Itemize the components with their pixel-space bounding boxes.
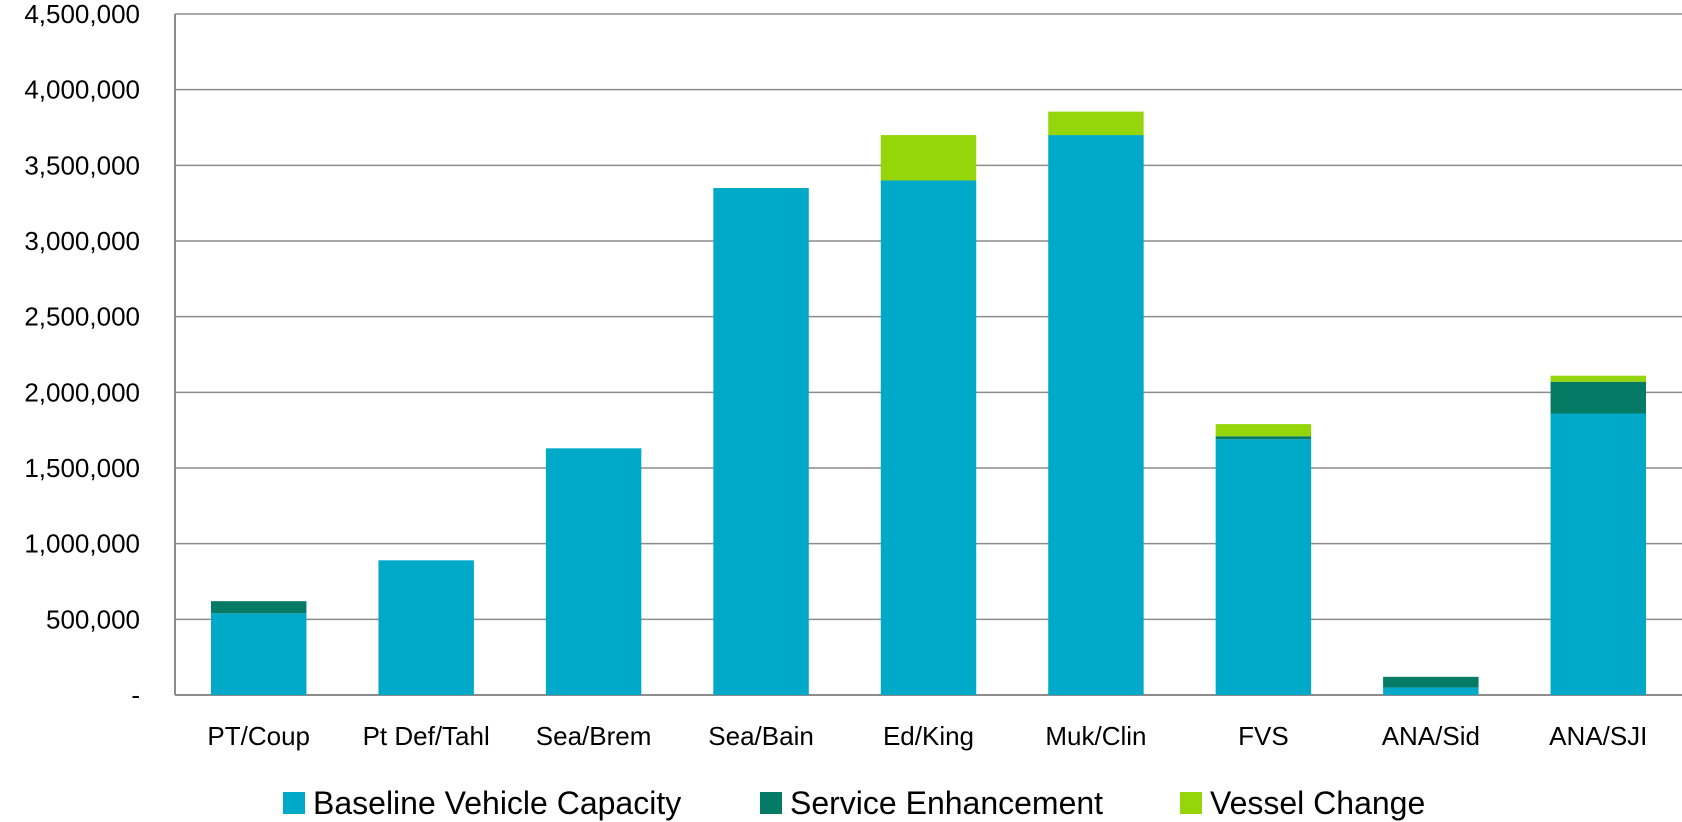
bar-segment-service-enhancement-8 — [1550, 381, 1646, 414]
x-tick-label: ANA/Sid — [1382, 721, 1480, 751]
y-tick-label: 2,500,000 — [24, 302, 140, 332]
bar-segment-vessel-change-4 — [880, 135, 977, 181]
y-tick-label: 3,000,000 — [24, 226, 140, 256]
y-tick-label: 4,000,000 — [24, 75, 140, 105]
legend-label: Baseline Vehicle Capacity — [313, 785, 681, 821]
y-tick-label: 4,500,000 — [24, 0, 140, 29]
bar-segment-service-enhancement-0 — [211, 601, 307, 614]
x-tick-label: Sea/Bain — [708, 721, 814, 751]
legend-swatch — [1180, 792, 1202, 814]
bar-segment-vessel-change-5 — [1048, 111, 1144, 136]
x-tick-label: Sea/Brem — [536, 721, 652, 751]
x-tick-label: ANA/SJI — [1549, 721, 1647, 751]
bar-segment-baseline-4 — [880, 180, 977, 695]
legend-label: Service Enhancement — [790, 785, 1103, 821]
legend-label: Vessel Change — [1210, 785, 1425, 821]
y-tick-label: 500,000 — [46, 604, 140, 634]
bar-segment-baseline-2 — [545, 448, 642, 695]
y-axis-tick-labels: - 500,000 1,000,000 1,500,000 2,000,000 2,500… — [24, 0, 140, 710]
x-tick-label: Muk/Clin — [1045, 721, 1146, 751]
x-tick-label: Pt Def/Tahl — [363, 721, 490, 751]
bar-segment-service-enhancement-6 — [1215, 436, 1312, 440]
x-tick-label: PT/Coup — [207, 721, 310, 751]
legend: Baseline Vehicle Capacity Service Enhance… — [283, 785, 1425, 821]
legend-swatch — [283, 792, 305, 814]
x-tick-label: Ed/King — [883, 721, 974, 751]
y-tick-label: 1,500,000 — [24, 453, 140, 483]
y-tick-label: 3,500,000 — [24, 150, 140, 180]
y-tick-label: - — [131, 680, 140, 710]
bar-segment-service-enhancement-7 — [1383, 676, 1479, 688]
bar-segment-baseline-5 — [1048, 135, 1144, 696]
bar-segment-baseline-3 — [713, 188, 809, 696]
x-tick-label: FVS — [1238, 721, 1289, 751]
bar-segment-baseline-7 — [1383, 687, 1479, 695]
bar-segment-baseline-6 — [1215, 439, 1312, 695]
x-axis-tick-labels: PT/Coup Pt Def/Tahl Sea/Brem Sea/Bain Ed/Kin… — [207, 721, 1647, 751]
bar-segment-baseline-0 — [211, 613, 307, 695]
bar-segment-baseline-1 — [378, 560, 474, 695]
bar-segment-baseline-8 — [1550, 413, 1646, 695]
legend-swatch — [760, 792, 782, 814]
bar-segment-vessel-change-6 — [1215, 424, 1312, 437]
y-tick-label: 2,000,000 — [24, 377, 140, 407]
bar-segment-vessel-change-8 — [1550, 375, 1646, 382]
y-tick-label: 1,000,000 — [24, 529, 140, 559]
bars — [211, 111, 1646, 696]
